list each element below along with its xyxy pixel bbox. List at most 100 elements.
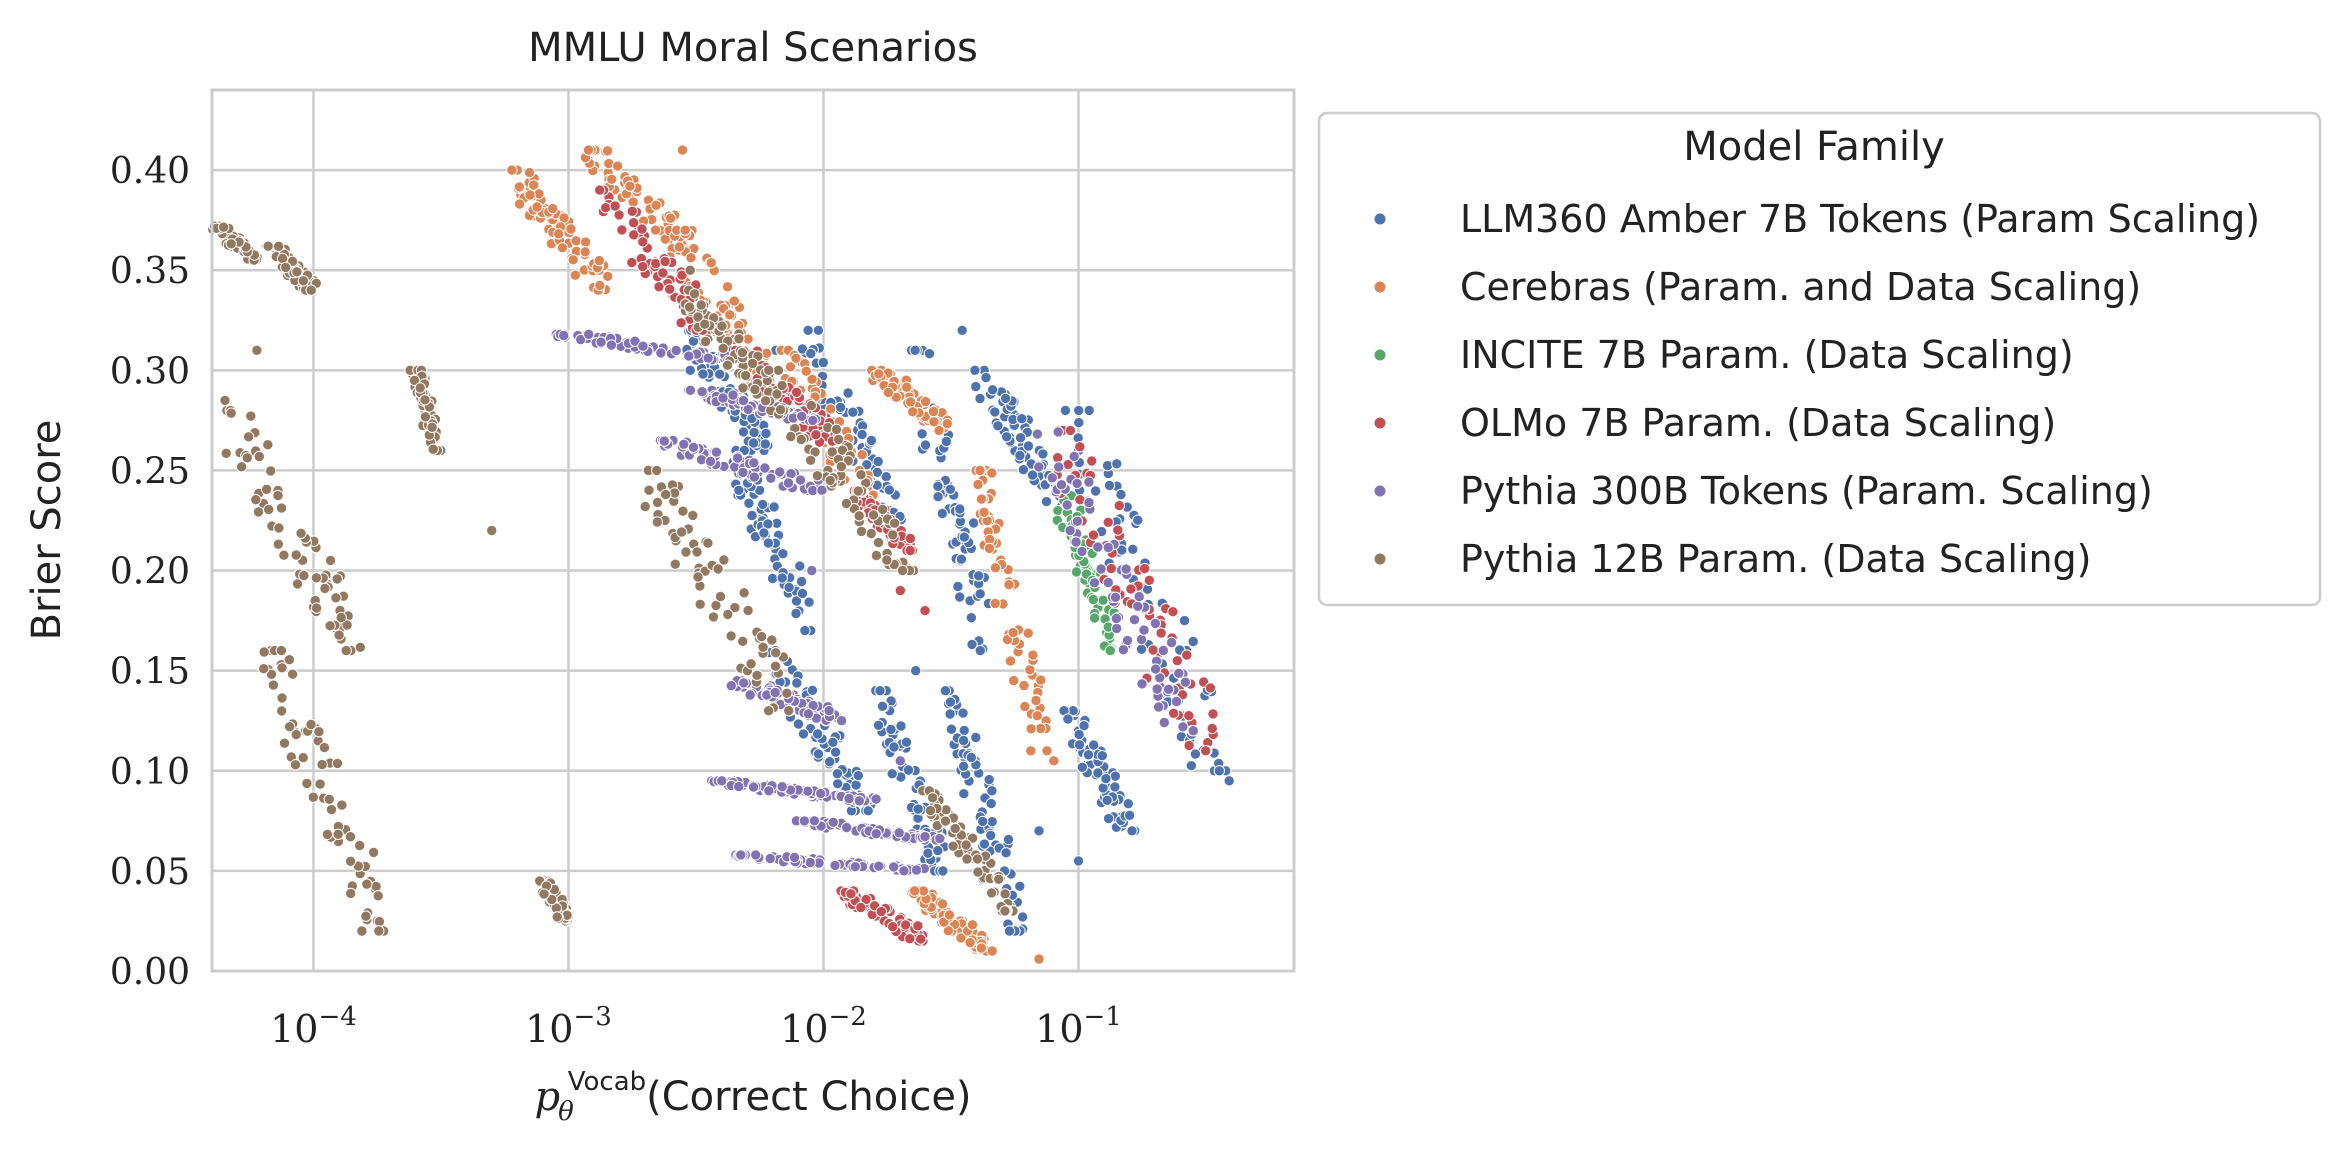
- scatter-point-1: [721, 281, 734, 293]
- scatter-point-5: [785, 430, 797, 443]
- scatter-point-5: [272, 489, 284, 502]
- scatter-point-5: [336, 799, 348, 811]
- scatter-point-4: [870, 793, 882, 805]
- scatter-point-3: [1074, 441, 1086, 453]
- scatter-point-5: [289, 759, 302, 771]
- scatter-point-5: [762, 705, 775, 717]
- scatter-point-3: [904, 532, 917, 545]
- scatter-point-4: [849, 861, 861, 873]
- scatter-point-4: [782, 477, 795, 489]
- y-axis-label: Brier Score: [24, 420, 70, 641]
- scatter-point-5: [325, 803, 338, 816]
- scatter-point-0: [1132, 514, 1144, 526]
- scatter-point-0: [1135, 643, 1148, 655]
- scatter-point-5: [795, 433, 807, 446]
- grid-lines: [212, 90, 1294, 973]
- scatter-point-3: [790, 386, 803, 398]
- scatter-point-1: [552, 228, 565, 240]
- scatter-point-3: [875, 905, 887, 918]
- scatter-point-5: [722, 608, 734, 621]
- scatter-point-4: [835, 715, 848, 727]
- scatter-point-1: [882, 386, 894, 399]
- scatter-point-5: [354, 839, 366, 852]
- scatter-point-0: [1059, 404, 1072, 417]
- scatter-point-5: [971, 853, 984, 865]
- scatter-point-4: [744, 689, 756, 701]
- scatter-point-4: [1151, 683, 1163, 695]
- scatter-point-5: [427, 443, 439, 455]
- scatter-point-5: [746, 357, 759, 370]
- scatter-point-3: [1105, 562, 1118, 575]
- legend-label: Cerebras (Param. and Data Scaling): [1460, 265, 2141, 309]
- scatter-point-1: [1025, 723, 1037, 735]
- scatter-point-0: [747, 437, 760, 449]
- scatter-point-5: [318, 741, 331, 754]
- scatter-point-0: [758, 527, 770, 539]
- scatter-point-4: [769, 686, 781, 699]
- y-tick-label: 0.35: [110, 251, 190, 292]
- x-tick-exponent: −3: [573, 1002, 611, 1032]
- scatter-point-5: [687, 509, 699, 522]
- scatter-point-0: [888, 741, 900, 753]
- scatter-point-0: [992, 420, 1004, 432]
- scatter-point-5: [538, 888, 550, 900]
- scatter-point-5: [372, 890, 384, 902]
- scatter-point-5: [677, 505, 689, 517]
- scatter-point-5: [855, 469, 867, 481]
- scatter-point-3: [594, 184, 606, 196]
- scatter-point-1: [673, 241, 685, 253]
- scatter-point-4: [823, 704, 835, 717]
- scatter-point-4: [1068, 450, 1080, 463]
- scatter-point-5: [745, 658, 757, 670]
- scatter-point-0: [1040, 495, 1053, 508]
- scatter-point-4: [738, 677, 750, 689]
- scatter-point-0: [1001, 431, 1013, 443]
- scatter-point-5: [340, 644, 352, 657]
- scatter-point-4: [1083, 476, 1095, 488]
- scatter-point-5: [699, 318, 711, 330]
- scatter-point-0: [852, 769, 864, 782]
- scatter-point-0: [916, 428, 928, 440]
- legend-label: LLM360 Amber 7B Tokens (Param Scaling): [1460, 197, 2260, 241]
- scatter-point-4: [637, 340, 649, 352]
- legend-marker: [1373, 484, 1387, 498]
- scatter-point-5: [310, 572, 323, 584]
- scatter-point-1: [676, 144, 689, 156]
- scatter-point-1: [1027, 649, 1039, 661]
- scatter-point-5: [781, 687, 793, 699]
- scatter-point-1: [1033, 953, 1045, 965]
- scatter-point-5: [960, 839, 972, 851]
- scatter-point-0: [796, 587, 809, 600]
- scatter-point-1: [943, 909, 956, 921]
- scatter-point-1: [531, 201, 543, 213]
- legend-marker: [1373, 416, 1387, 430]
- scatter-point-5: [220, 447, 232, 459]
- scatter-point-3: [1183, 710, 1195, 722]
- scatter-point-1: [565, 223, 577, 235]
- scatter-point-0: [919, 439, 932, 451]
- scatter-point-1: [784, 361, 797, 373]
- scatter-point-5: [804, 454, 817, 466]
- scatter-point-5: [373, 925, 385, 937]
- scatter-point-0: [1111, 458, 1123, 470]
- scatter-point-0: [1102, 812, 1115, 825]
- legend-entry: Cerebras (Param. and Data Scaling): [1373, 265, 2141, 309]
- scatter-point-4: [1102, 576, 1115, 589]
- scatter-point-3: [1200, 745, 1212, 757]
- scatter-point-5: [290, 728, 302, 741]
- scatter-point-5: [887, 529, 899, 541]
- scatter-point-0: [965, 751, 977, 764]
- scatter-point-1: [904, 396, 917, 408]
- scatter-point-0: [969, 364, 981, 376]
- scatter-point-0: [795, 575, 808, 588]
- scatter-point-0: [1076, 761, 1089, 773]
- scatter-point-1: [972, 478, 984, 491]
- scatter-point-4: [796, 410, 808, 422]
- scatter-point-1: [506, 164, 518, 176]
- scatter-point-1: [908, 885, 921, 897]
- y-tick-label: 0.25: [110, 451, 190, 492]
- y-tick-label: 0.30: [110, 351, 190, 392]
- scatter-point-5: [771, 388, 783, 400]
- scatter-point-1: [1024, 664, 1036, 676]
- scatter-point-0: [829, 746, 842, 758]
